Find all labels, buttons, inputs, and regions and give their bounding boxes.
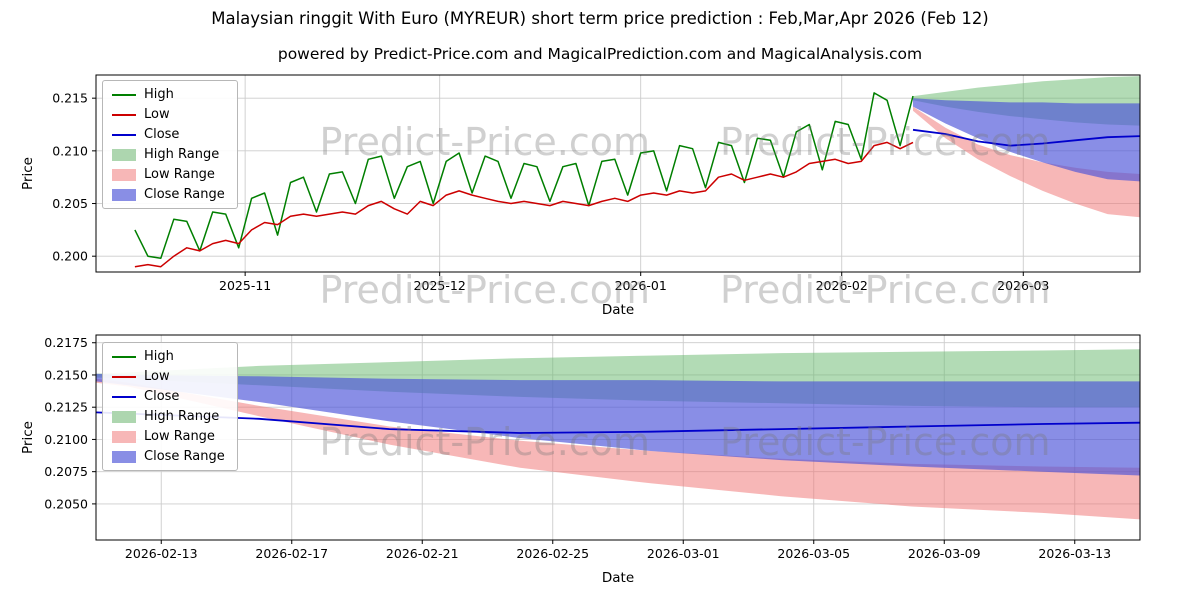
legend-item: High	[112, 349, 225, 364]
low-range-band	[96, 378, 1140, 520]
low-line	[134, 141, 914, 268]
legend-label: Low	[144, 369, 170, 384]
chart-subtitle: powered by Predict-Price.com and Magical…	[277, 45, 923, 63]
chart-title: Malaysian ringgit With Euro (MYREUR) sho…	[211, 9, 989, 28]
legend-item: Close	[112, 389, 225, 404]
legend-item: Close Range	[112, 449, 225, 464]
x-tick-label: 2026-03-05	[777, 546, 850, 561]
y-tick-label: 0.210	[52, 143, 88, 158]
x-axis-label: Date	[602, 302, 634, 318]
y-axis-label: Price	[20, 157, 36, 190]
y-tick-label: 0.2175	[44, 335, 88, 350]
legend-line-swatch	[112, 375, 136, 378]
x-tick-label: 2026-02-17	[255, 546, 328, 561]
plot-area	[96, 349, 1140, 520]
x-tick-label: 2026-03-01	[647, 546, 720, 561]
legend-label: Low	[144, 107, 170, 122]
legend-label: Close	[144, 127, 180, 142]
legend-label: Low Range	[144, 429, 215, 444]
high-line	[134, 92, 914, 260]
legend-patch-swatch	[112, 188, 136, 201]
legend-line-swatch	[112, 133, 136, 136]
legend-patch-swatch	[112, 430, 136, 443]
axes-frame	[95, 334, 1141, 541]
prediction-detail-legend: High Low Close High Range Low Range Close Ran…	[102, 342, 238, 471]
x-tick-label: 2026-03	[997, 278, 1049, 293]
x-tick-label: 2026-01	[615, 278, 667, 293]
legend-label: High Range	[144, 147, 220, 162]
close-range-band	[913, 98, 1140, 182]
legend-item: High Range	[112, 409, 225, 424]
legend-item: Close Range	[112, 187, 225, 202]
legend-line-swatch	[112, 113, 136, 116]
x-tick-label: 2025-11	[219, 278, 271, 293]
legend-item: Low	[112, 107, 225, 122]
close-line	[912, 128, 1140, 147]
history-and-prediction-chart: 2025-11 2025-12 2026-01 2026-02 2026-03 0.200…	[20, 74, 1141, 318]
legend-patch-swatch	[112, 168, 136, 181]
close-range-band	[96, 373, 1140, 476]
legend-item: High	[112, 87, 225, 102]
y-tick-label: 0.2125	[44, 400, 88, 415]
x-tick-label: 2026-03-09	[908, 546, 981, 561]
legend-item: Low Range	[112, 167, 225, 182]
legend-label: Close Range	[144, 449, 225, 464]
legend-patch-swatch	[112, 410, 136, 423]
y-tick-label: 0.205	[52, 196, 88, 211]
x-tick-label: 2026-02	[816, 278, 868, 293]
legend-item: Low Range	[112, 429, 225, 444]
y-tick-label: 0.2150	[44, 367, 88, 382]
legend-label: Close Range	[144, 187, 225, 202]
legend-label: High Range	[144, 409, 220, 424]
x-tick-label: 2026-02-13	[125, 546, 198, 561]
y-tick-label: 0.2075	[44, 464, 88, 479]
y-tick-label: 0.215	[52, 91, 88, 106]
legend-line-swatch	[112, 395, 136, 398]
x-tick-label: 2026-03-13	[1038, 546, 1111, 561]
tick-marks	[92, 342, 1076, 544]
legend-line-swatch	[112, 355, 136, 358]
legend-patch-swatch	[112, 148, 136, 161]
plot-area	[134, 76, 1140, 268]
prediction-detail-chart: 2026-02-13 2026-02-17 2026-02-21 2026-02-25…	[20, 334, 1141, 586]
tick-marks	[92, 97, 1024, 276]
axes-frame	[95, 74, 1141, 273]
legend-label: Close	[144, 389, 180, 404]
history-and-prediction-legend: High Low Close High Range Low Range Close Ran…	[102, 80, 238, 209]
x-tick-label: 2026-02-21	[386, 546, 459, 561]
y-tick-label: 0.2100	[44, 432, 88, 447]
legend-line-swatch	[112, 93, 136, 96]
y-tick-label: 0.200	[52, 249, 88, 264]
legend-label: High	[144, 349, 174, 364]
y-axis-label: Price	[20, 421, 36, 454]
legend-item: Low	[112, 369, 225, 384]
low-range-band	[913, 106, 1140, 218]
legend-patch-swatch	[112, 450, 136, 463]
legend-label: High	[144, 87, 174, 102]
x-tick-label: 2026-02-25	[516, 546, 589, 561]
legend-item: High Range	[112, 147, 225, 162]
y-tick-label: 0.2050	[44, 496, 88, 511]
legend-item: Close	[112, 127, 225, 142]
legend-label: Low Range	[144, 167, 215, 182]
x-axis-label: Date	[602, 570, 634, 586]
x-tick-label: 2025-12	[414, 278, 466, 293]
